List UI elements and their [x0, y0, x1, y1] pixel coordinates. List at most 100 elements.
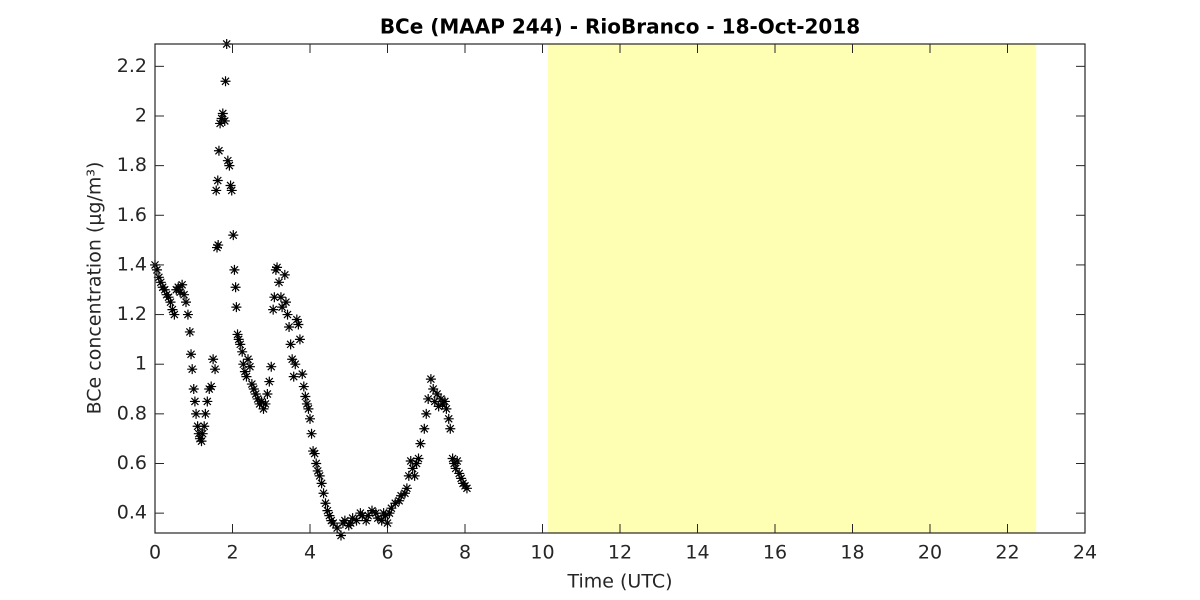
- x-tick-label: 18: [840, 542, 864, 564]
- data-point: [212, 175, 223, 186]
- data-point: [179, 289, 190, 300]
- data-point: [357, 510, 368, 521]
- data-point: [419, 423, 430, 434]
- data-point: [415, 438, 426, 449]
- data-point: [187, 364, 198, 375]
- data-point: [177, 279, 188, 290]
- y-tick-label: 1.2: [117, 303, 147, 325]
- data-point: [182, 309, 193, 320]
- data-point: [308, 446, 319, 457]
- data-point: [300, 391, 311, 402]
- data-point: [243, 354, 253, 365]
- data-point: [443, 413, 454, 424]
- data-point: [196, 436, 207, 447]
- data-point: [287, 354, 298, 365]
- y-tick-label: 1.4: [117, 253, 147, 275]
- data-point: [311, 458, 322, 469]
- data-point: [208, 354, 219, 365]
- data-point: [175, 287, 186, 298]
- data-point: [282, 309, 293, 320]
- data-point: [285, 339, 296, 350]
- data-point: [288, 371, 299, 382]
- data-point: [456, 473, 467, 484]
- data-point: [367, 505, 377, 516]
- data-point: [151, 264, 162, 275]
- data-point: [411, 458, 422, 469]
- data-point: [384, 508, 395, 519]
- data-point: [167, 304, 178, 315]
- y-tick-label: 2: [135, 104, 147, 126]
- data-point: [423, 393, 434, 404]
- data-point: [169, 309, 180, 320]
- data-point: [262, 388, 273, 399]
- data-point: [386, 503, 397, 514]
- data-point: [425, 374, 436, 385]
- data-point: [452, 456, 463, 467]
- data-point: [186, 349, 197, 360]
- data-point: [225, 180, 236, 191]
- data-point: [266, 361, 277, 372]
- data-point: [228, 230, 239, 241]
- x-tick-label: 22: [995, 542, 1019, 564]
- data-point: [192, 421, 203, 432]
- data-point: [250, 388, 261, 399]
- data-point: [279, 269, 290, 280]
- data-point: [405, 456, 416, 467]
- data-point: [441, 403, 452, 414]
- data-point: [229, 264, 240, 275]
- data-point: [320, 498, 331, 509]
- data-point: [237, 346, 248, 357]
- data-point: [181, 297, 191, 308]
- data-point: [173, 282, 184, 293]
- x-axis-label: Time (UTC): [566, 571, 672, 593]
- data-point: [435, 393, 446, 404]
- data-point: [421, 408, 432, 419]
- data-point: [215, 118, 226, 129]
- data-point: [239, 366, 250, 377]
- data-point: [206, 381, 217, 392]
- data-point: [376, 515, 387, 526]
- x-tick-label: 16: [763, 542, 787, 564]
- data-point: [318, 488, 329, 499]
- data-point: [306, 428, 317, 439]
- data-point: [232, 329, 243, 340]
- data-point: [197, 428, 208, 439]
- data-point: [439, 396, 450, 407]
- data-point: [297, 369, 308, 380]
- data-point: [291, 314, 302, 325]
- data-point: [380, 510, 391, 521]
- data-point: [241, 371, 252, 382]
- data-point: [260, 398, 271, 409]
- shaded-region: [547, 44, 1037, 533]
- data-point: [155, 277, 166, 288]
- data-point: [428, 384, 439, 395]
- plot-frame: [154, 43, 1086, 534]
- data-point: [220, 76, 231, 87]
- data-point: [269, 292, 280, 303]
- data-point: [159, 284, 170, 295]
- y-tick-label: 1: [135, 353, 147, 375]
- y-tick-label: 0.8: [117, 402, 147, 424]
- data-point: [372, 513, 383, 524]
- x-tick-label: 2: [226, 542, 238, 564]
- data-point: [305, 413, 315, 424]
- data-point: [184, 326, 195, 337]
- x-tick-label: 6: [381, 542, 393, 564]
- data-point: [301, 398, 312, 409]
- data-point: [293, 319, 304, 330]
- data-point: [277, 302, 288, 313]
- y-tick-label: 1.8: [117, 154, 147, 176]
- x-tick-label: 4: [304, 542, 316, 564]
- data-point: [191, 408, 202, 419]
- data-point: [258, 403, 269, 414]
- data-point: [222, 155, 233, 166]
- data-point: [298, 381, 309, 392]
- data-point: [189, 396, 200, 407]
- data-point: [399, 488, 410, 499]
- data-point: [274, 277, 284, 288]
- data-point: [322, 505, 333, 516]
- data-point: [309, 448, 320, 459]
- data-point: [284, 321, 295, 332]
- data-point: [230, 282, 241, 293]
